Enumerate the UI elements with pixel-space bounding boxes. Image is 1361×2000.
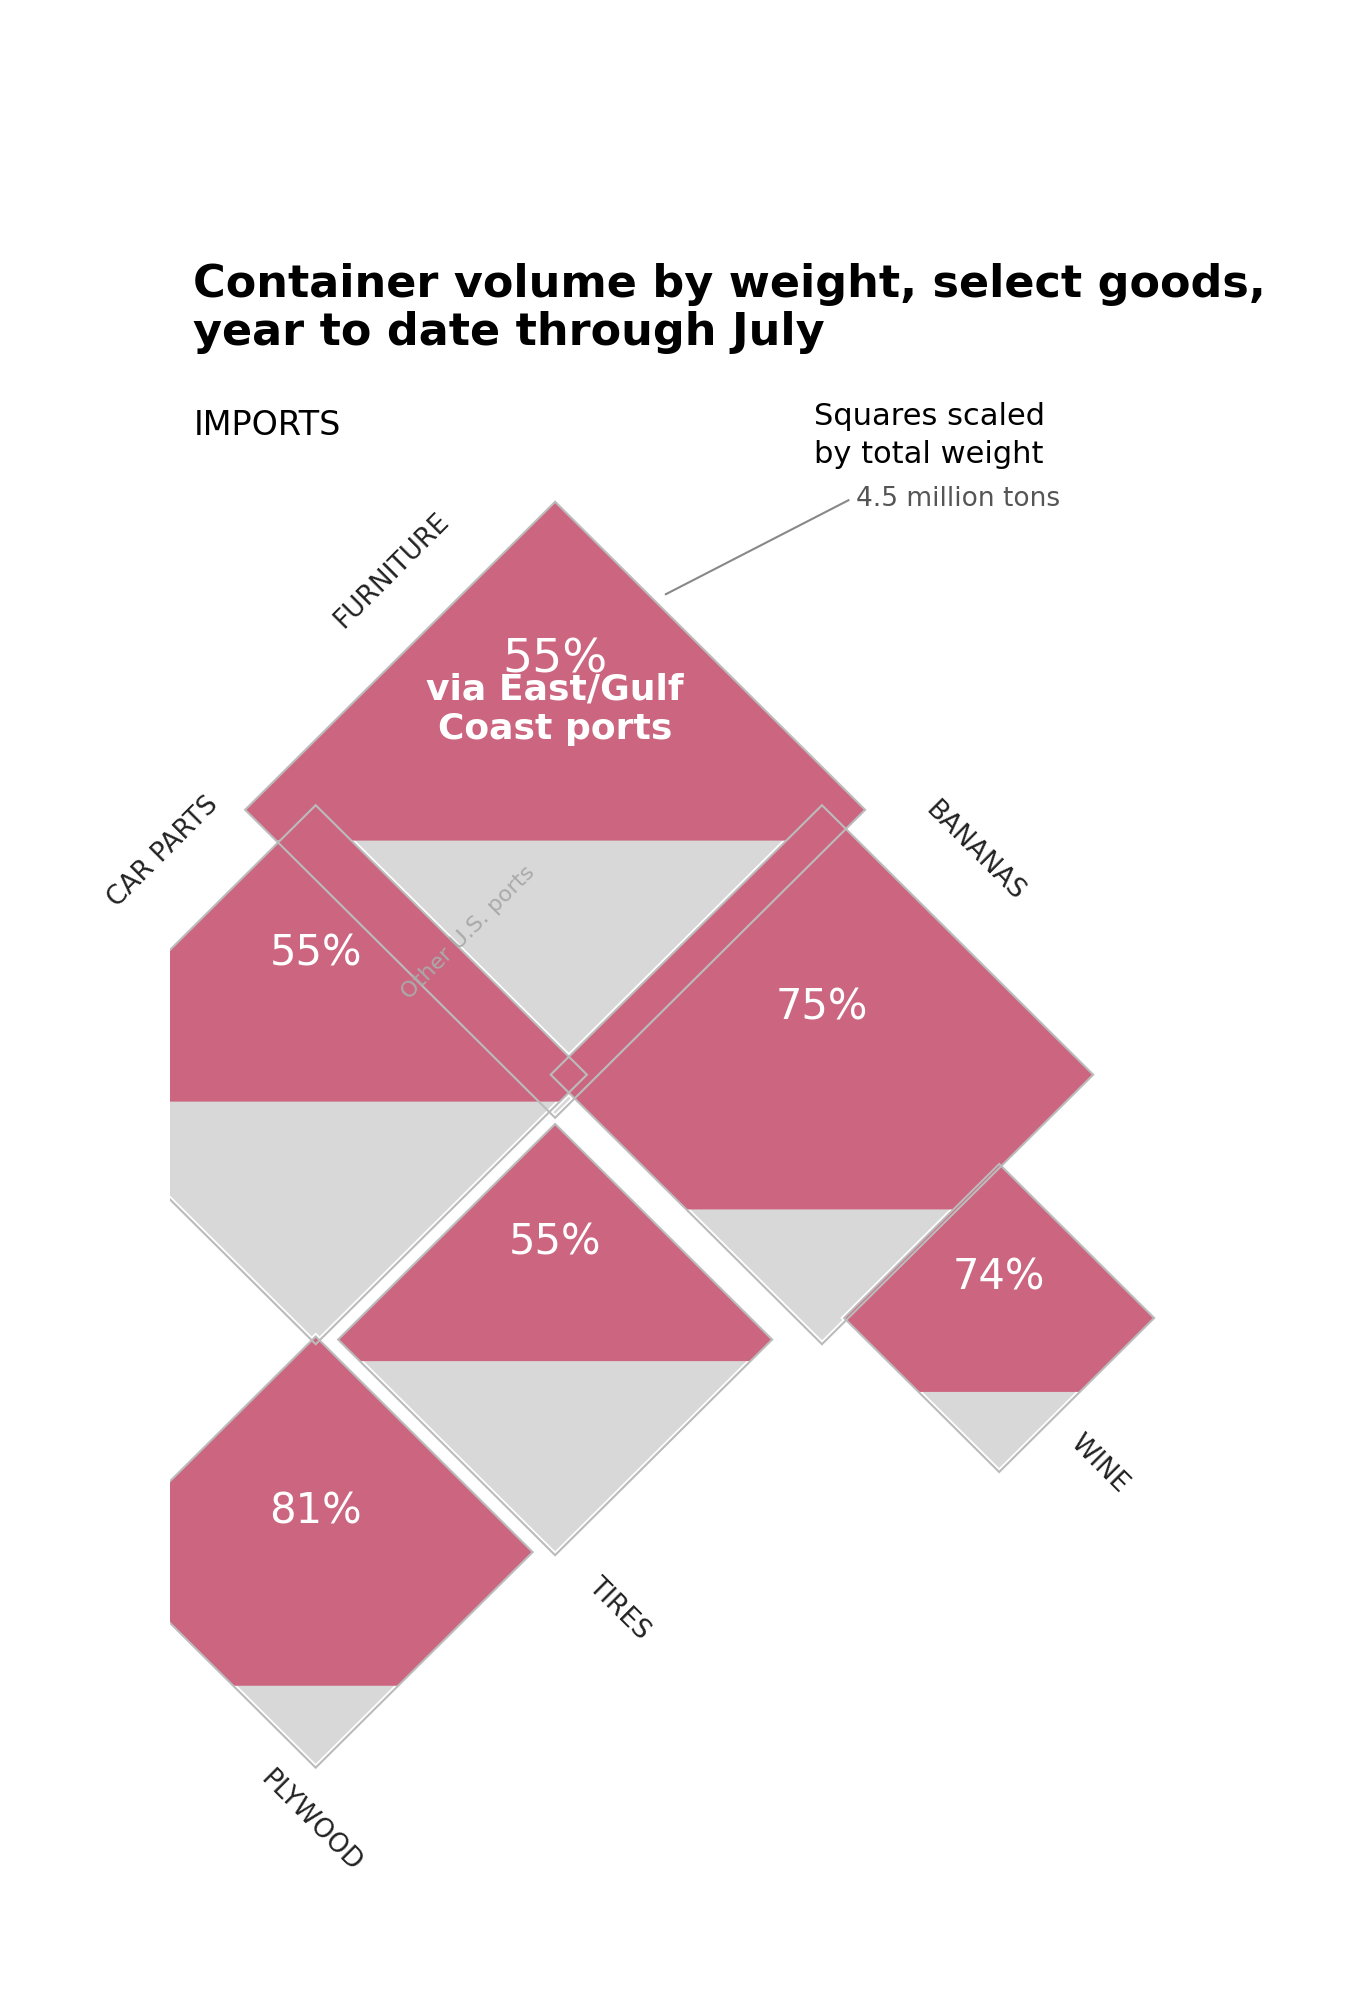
Text: Squares scaled: Squares scaled (814, 402, 1044, 430)
Polygon shape (99, 1336, 532, 1686)
Text: 74%: 74% (953, 1256, 1045, 1298)
Text: BANANAS: BANANAS (920, 796, 1029, 906)
Text: 55%: 55% (509, 1222, 602, 1264)
Text: Other U.S. ports: Other U.S. ports (397, 862, 539, 1004)
Text: Container volume by weight, select goods,: Container volume by weight, select goods… (193, 264, 1266, 306)
Text: 55%: 55% (502, 638, 608, 682)
Polygon shape (99, 1336, 532, 1768)
Polygon shape (338, 1124, 772, 1362)
Polygon shape (844, 1164, 1154, 1472)
Polygon shape (45, 806, 587, 1344)
Polygon shape (338, 1124, 772, 1556)
Text: WINE: WINE (1066, 1430, 1134, 1498)
Text: 75%: 75% (776, 986, 868, 1028)
Text: IMPORTS: IMPORTS (193, 410, 340, 442)
Text: year to date through July: year to date through July (193, 310, 825, 354)
Text: 4.5 million tons: 4.5 million tons (856, 486, 1060, 512)
Text: FURNITURE: FURNITURE (329, 508, 455, 634)
Polygon shape (844, 1164, 1154, 1392)
Polygon shape (245, 502, 866, 840)
Text: by total weight: by total weight (814, 440, 1043, 470)
Text: 55%: 55% (269, 932, 362, 974)
Text: 81%: 81% (269, 1490, 362, 1532)
Text: TIRES: TIRES (583, 1574, 655, 1646)
Text: PLYWOOD: PLYWOOD (255, 1766, 366, 1878)
Polygon shape (551, 806, 1093, 1344)
Polygon shape (245, 502, 866, 1118)
Text: via East/Gulf
Coast ports: via East/Gulf Coast ports (426, 672, 685, 746)
Polygon shape (551, 806, 1093, 1210)
Text: CAR PARTS: CAR PARTS (102, 792, 223, 912)
Polygon shape (45, 806, 587, 1102)
